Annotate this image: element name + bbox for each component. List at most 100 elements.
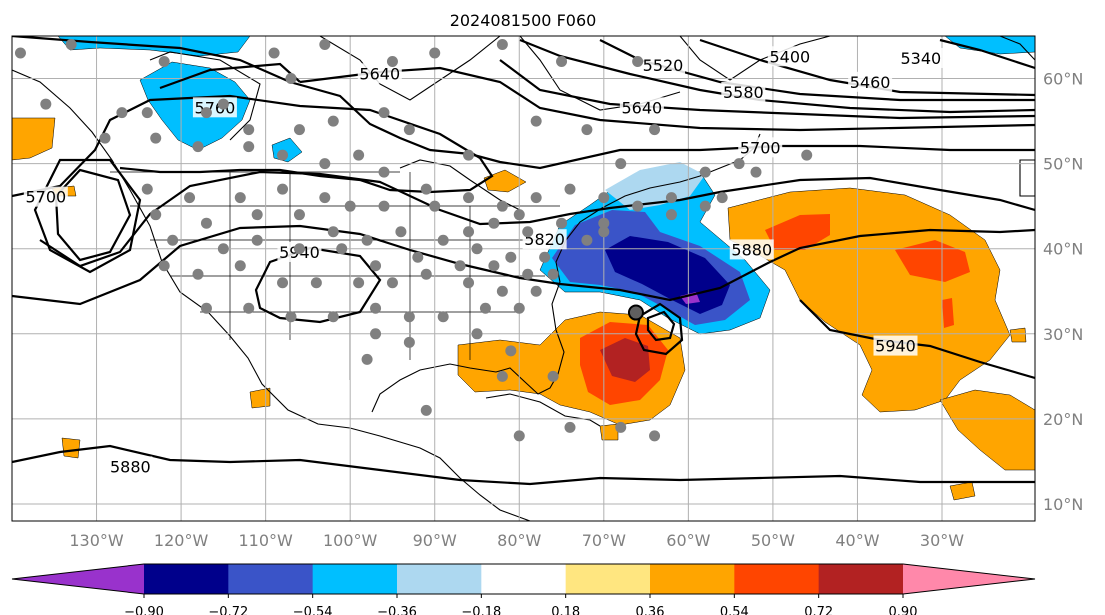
colorbar-segment (144, 564, 229, 594)
station-marker (370, 328, 382, 340)
contour-5880-south (12, 444, 1035, 486)
station-marker (437, 234, 449, 246)
station-marker (479, 302, 491, 314)
lon-tick-label: 80°W (497, 531, 541, 550)
contour-label: 5340 (901, 49, 942, 68)
station-marker (327, 226, 339, 238)
station-marker (200, 107, 212, 119)
colorbar (11, 563, 1036, 595)
station-marker (243, 302, 255, 314)
lat-tick-label: 10°N (1043, 495, 1083, 514)
station-marker (733, 158, 745, 170)
station-marker (158, 56, 170, 68)
contour-ring-west-1 (33, 158, 142, 274)
station-marker (336, 243, 348, 255)
station-marker (158, 260, 170, 272)
contour-label: 5820 (524, 230, 565, 249)
contour-5400 (699, 38, 1035, 97)
pos-anomaly-east-atlantic-2 (939, 389, 1035, 471)
station-marker (217, 98, 229, 110)
contour-low-2 (646, 310, 676, 342)
lon-tick-label: 70°W (582, 531, 626, 550)
lat-tick-label: 40°N (1043, 240, 1083, 259)
contour-label: 5640 (359, 64, 400, 83)
station-marker (496, 200, 508, 212)
lat-tick-labels: 10°N 20°N 30°N 40°N 50°N 60°N (1043, 70, 1083, 514)
station-marker (150, 209, 162, 221)
pos-anomaly-atlantic-core (600, 338, 650, 382)
station-marker (327, 115, 339, 127)
station-marker (234, 192, 246, 204)
station-marker (420, 268, 432, 280)
lat-tick-label: 60°N (1043, 70, 1083, 89)
station-marker (598, 192, 610, 204)
station-marker (251, 209, 263, 221)
station-marker (268, 47, 280, 59)
station-marker (192, 141, 204, 153)
station-marker (539, 251, 551, 263)
contour-label-bg (738, 137, 783, 158)
colorbar-segment (734, 564, 820, 594)
station-marker (353, 277, 365, 289)
colorbar-extend-max (903, 564, 1035, 594)
contour-label: 5460 (850, 73, 891, 92)
contour-label-bg (848, 71, 893, 92)
contour-label: 5700 (25, 188, 66, 207)
station-marker (293, 124, 305, 136)
station-marker (530, 192, 542, 204)
contour-label: 5700 (740, 138, 781, 157)
station-marker (319, 192, 331, 204)
contour-label-bg (619, 97, 664, 118)
station-marker (429, 47, 441, 59)
colorbar-label: 0.54 (720, 605, 749, 615)
station-marker (632, 56, 644, 68)
colorbar-label: −0.72 (208, 605, 248, 615)
station-marker (243, 141, 255, 153)
station-marker (403, 124, 415, 136)
lat-tick-label: 30°N (1043, 325, 1083, 344)
contour-label: 5520 (643, 56, 684, 75)
station-marker (361, 353, 373, 365)
station-marker (513, 209, 525, 221)
station-marker (327, 311, 339, 323)
station-marker (505, 345, 517, 357)
colorbar-labels: −0.90 −0.72 −0.54 −0.36 −0.18 0.18 0.36 0.54 0.7… (124, 594, 917, 615)
colorbar-segment (397, 564, 482, 594)
station-marker (556, 217, 568, 229)
lon-tick-label: 60°W (666, 531, 710, 550)
colorbar-segment (818, 564, 904, 594)
station-marker (530, 285, 542, 297)
station-marker (192, 268, 204, 280)
station-marker (615, 421, 627, 433)
lon-tick-labels: 130°W 120°W 110°W 100°W 90°W 80°W 70°W 60°W 50°W… (69, 531, 964, 550)
station-marker (496, 370, 508, 382)
station-marker (378, 166, 390, 178)
station-marker (141, 107, 153, 119)
station-marker (319, 158, 331, 170)
station-marker (234, 260, 246, 272)
pos-anomaly-east-mid-1 (765, 214, 830, 250)
station-marker (463, 226, 475, 238)
station-marker (370, 260, 382, 272)
station-marker (496, 285, 508, 297)
lon-tick-label: 120°W (154, 531, 209, 550)
colorbar-label: −0.54 (293, 605, 333, 615)
station-marker (564, 421, 576, 433)
station-marker (310, 277, 322, 289)
station-marker (513, 430, 525, 442)
station-marker (547, 370, 559, 382)
station-marker (319, 39, 331, 51)
lon-tick-label: 100°W (323, 531, 378, 550)
station-marker (200, 217, 212, 229)
station-marker (141, 183, 153, 195)
station-marker (649, 124, 661, 136)
station-marker (420, 404, 432, 416)
station-marker (285, 311, 297, 323)
station-marker (463, 277, 475, 289)
station-marker (699, 200, 711, 212)
contour-label-bg (873, 335, 918, 356)
station-marker (564, 183, 576, 195)
station-marker (344, 200, 356, 212)
station-marker (581, 234, 593, 246)
station-marker (40, 98, 52, 110)
